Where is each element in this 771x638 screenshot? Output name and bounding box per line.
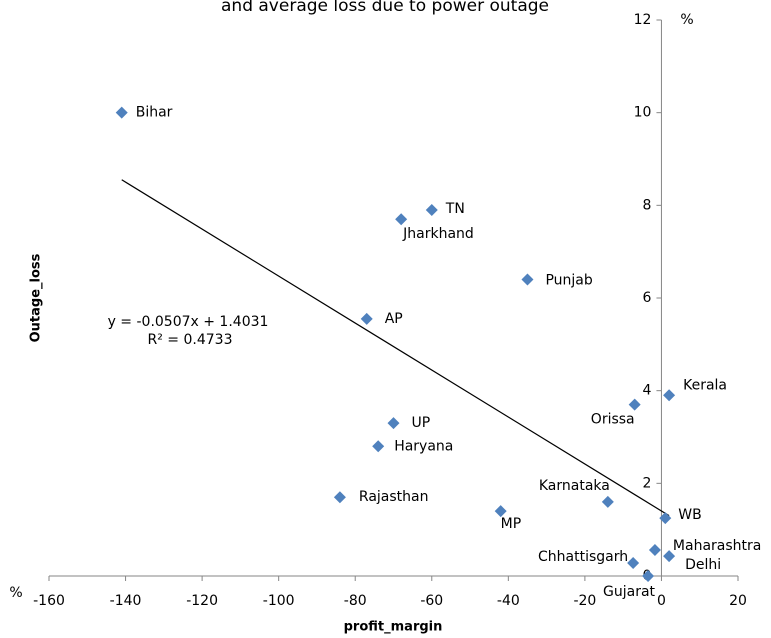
point: [601, 495, 614, 508]
point-label: Punjab: [545, 272, 592, 288]
point: [659, 512, 672, 525]
point-label: Bihar: [136, 105, 173, 121]
y-tick-label: 2: [643, 475, 652, 491]
x-tick-label: 20: [729, 593, 747, 609]
x-tick-label: -120: [186, 593, 218, 609]
point-label: Gujarat: [603, 584, 656, 600]
point-label: Chhattisgarh: [538, 549, 628, 565]
x-unit: %: [9, 585, 22, 601]
point-label: Delhi: [685, 557, 721, 573]
trend-r2: R² = 0.4733: [148, 332, 233, 348]
y-axis-label: Outage_loss: [29, 253, 44, 342]
x-axis-label: profit_margin: [344, 620, 443, 635]
x-tick-label: -80: [344, 593, 367, 609]
point: [627, 557, 640, 570]
y-tick-label: 10: [634, 105, 652, 121]
y-unit: %: [680, 12, 693, 28]
point-label: Haryana: [394, 438, 453, 454]
point-label: Jharkhand: [402, 226, 474, 242]
x-tick-label: -60: [420, 593, 443, 609]
point-label: Rajasthan: [359, 489, 429, 505]
point-label: Karnataka: [539, 478, 610, 494]
point: [628, 398, 641, 411]
point-label: TN: [445, 201, 465, 217]
point-label: Kerala: [683, 377, 727, 393]
point-label: Orissa: [591, 412, 635, 428]
point-label: UP: [412, 415, 431, 431]
y-tick-label: 6: [643, 290, 652, 306]
point: [360, 312, 373, 325]
x-tick-label: -20: [573, 593, 596, 609]
point: [333, 491, 346, 504]
point: [395, 213, 408, 226]
x-tick-label: -40: [497, 593, 520, 609]
x-tick-label: 0: [657, 593, 666, 609]
chart-title: and average loss due to power outage: [221, 0, 549, 16]
point: [372, 440, 385, 453]
point: [387, 417, 400, 430]
point: [521, 273, 534, 286]
point: [663, 389, 676, 402]
x-tick-label: -160: [33, 593, 65, 609]
point: [494, 505, 507, 518]
point: [663, 550, 676, 563]
y-tick-label: 12: [634, 12, 652, 28]
point-label: WB: [678, 507, 701, 523]
point: [648, 544, 661, 557]
trend-equation: y = -0.0507x + 1.4031: [108, 314, 269, 330]
point-label: Maharashtra: [673, 538, 761, 554]
point-label: AP: [385, 311, 403, 327]
point: [425, 203, 438, 216]
point: [115, 106, 128, 119]
x-tick-label: -100: [263, 593, 295, 609]
y-tick-label: 8: [643, 197, 652, 213]
point: [642, 570, 655, 582]
y-tick-label: 4: [643, 383, 652, 399]
point-label: MP: [501, 516, 522, 532]
trendline: [121, 179, 670, 517]
x-tick-label: -140: [110, 593, 142, 609]
